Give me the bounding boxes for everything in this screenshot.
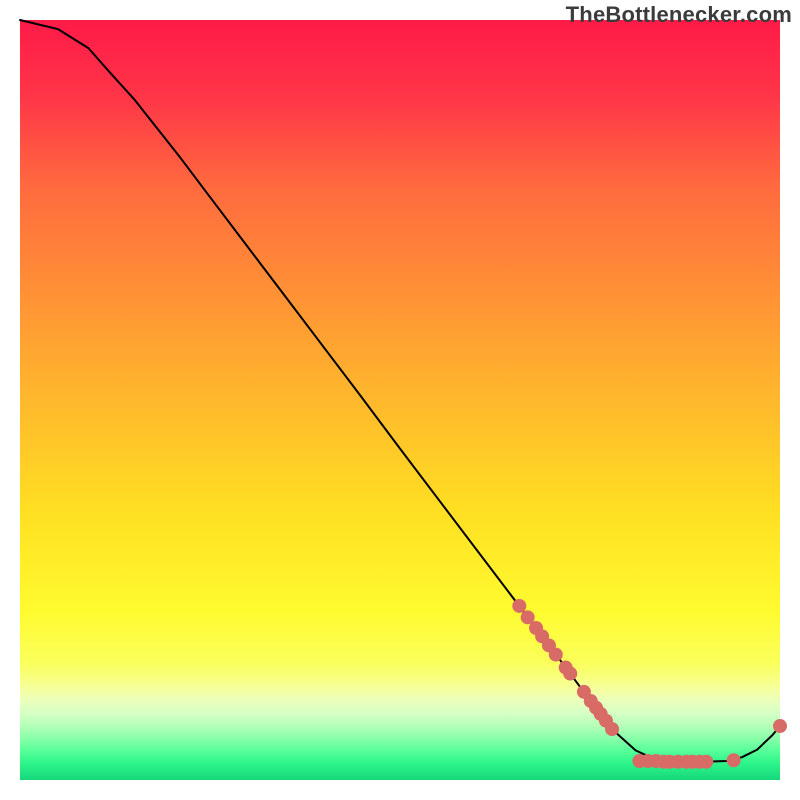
data-marker [512, 599, 526, 613]
data-marker [773, 719, 787, 733]
plot-area [20, 20, 780, 780]
chart-svg [0, 0, 800, 800]
data-marker [699, 755, 713, 769]
data-marker [605, 722, 619, 736]
data-marker [727, 753, 741, 767]
watermark-text: TheBottlenecker.com [566, 2, 792, 28]
chart-root: TheBottlenecker.com [0, 0, 800, 800]
data-marker [549, 648, 563, 662]
data-marker [563, 667, 577, 681]
